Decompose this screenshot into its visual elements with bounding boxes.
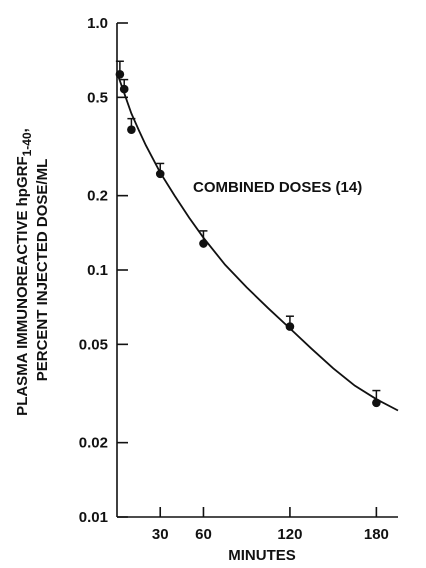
x-tick-label-120: 120 xyxy=(277,526,302,543)
y-axis: 0.01 0.02 0.05 0.1 0.2 0.5 1.0 xyxy=(79,15,128,526)
data-point-2 xyxy=(127,125,136,134)
y-axis-title-line-1: PLASMA IMMUNOREACTIVE hpGRF1-40, xyxy=(14,128,34,416)
y-tick-label-0.05: 0.05 xyxy=(79,336,108,353)
fit-curve xyxy=(116,72,399,412)
x-ticks: 30 60 120 180 xyxy=(152,507,389,543)
y-tick-label-0.02: 0.02 xyxy=(79,435,108,452)
x-tick-label-30: 30 xyxy=(152,526,169,543)
x-axis-title: MINUTES xyxy=(228,547,296,564)
y-axis-title-subscript: 1-40 xyxy=(20,132,34,156)
x-axis: 30 60 120 180 xyxy=(117,507,398,543)
y-tick-label-1.0: 1.0 xyxy=(87,15,108,32)
y-tick-label-0.5: 0.5 xyxy=(87,89,108,106)
data-point-0 xyxy=(115,69,125,79)
y-axis-title-line-2: PERCENT INJECTED DOSE/ML xyxy=(34,159,51,382)
y-tick-label-0.2: 0.2 xyxy=(87,188,108,205)
y-tick-label-0.01: 0.01 xyxy=(79,509,108,526)
annotation-combined-doses: COMBINED DOSES (14) xyxy=(193,179,362,196)
x-tick-label-60: 60 xyxy=(195,526,212,543)
data-points xyxy=(115,60,381,408)
data-point-5 xyxy=(285,322,295,331)
y-axis-title-main: PLASMA IMMUNOREACTIVE hpGRF xyxy=(14,156,31,415)
y-tick-label-0.1: 0.1 xyxy=(87,262,108,279)
data-point-1 xyxy=(119,84,129,94)
y-axis-title-comma: , xyxy=(14,128,31,132)
data-point-3 xyxy=(155,169,165,179)
data-point-4 xyxy=(199,239,208,248)
y-ticks: 0.01 0.02 0.05 0.1 0.2 0.5 1.0 xyxy=(79,15,128,526)
data-point-6 xyxy=(372,398,381,408)
x-tick-label-180: 180 xyxy=(364,526,389,543)
